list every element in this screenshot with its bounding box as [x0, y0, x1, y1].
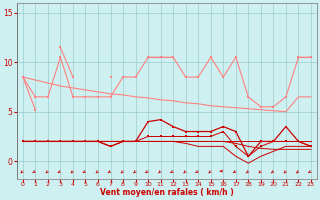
X-axis label: Vent moyen/en rafales ( km/h ): Vent moyen/en rafales ( km/h )	[100, 188, 234, 197]
